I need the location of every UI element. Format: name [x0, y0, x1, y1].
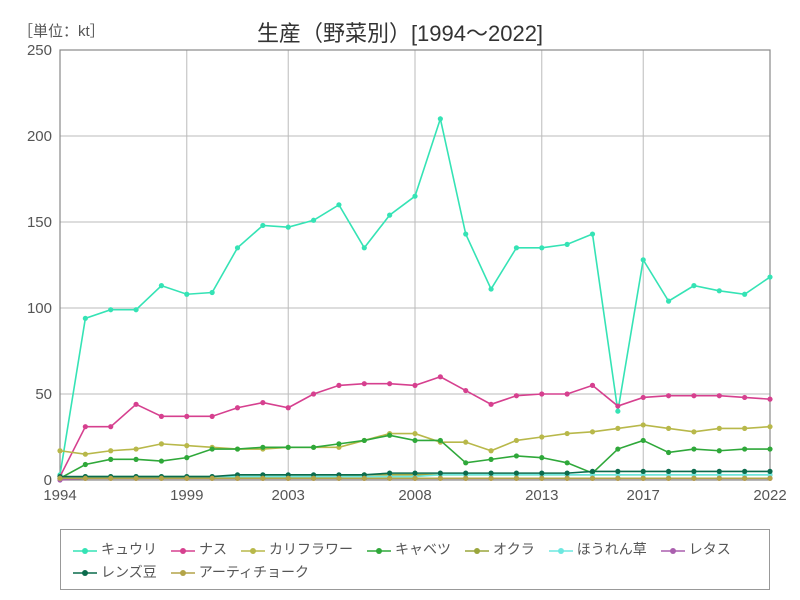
legend-item: カリフラワー	[241, 538, 353, 560]
legend-box: キュウリ ナス カリフラワー キャベツ オクラ ほうれん草 レタスレンズ豆 アーティチョーク	[60, 529, 770, 590]
svg-text:2017: 2017	[627, 487, 660, 504]
legend-label: キャベツ	[395, 541, 451, 557]
legend-swatch-icon	[73, 567, 97, 579]
legend-item: キャベツ	[367, 538, 451, 560]
legend-item: ナス	[171, 538, 227, 560]
legend-swatch-icon	[661, 545, 685, 557]
legend-item: ほうれん草	[549, 538, 647, 560]
legend-swatch-icon	[465, 545, 489, 557]
legend-swatch-icon	[367, 545, 391, 557]
svg-text:2013: 2013	[525, 487, 558, 504]
svg-text:2003: 2003	[272, 487, 305, 504]
legend-label: レンズ豆	[101, 564, 157, 580]
svg-text:100: 100	[27, 300, 52, 317]
legend-item: アーティチョーク	[171, 561, 309, 583]
legend-label: アーティチョーク	[199, 564, 309, 580]
legend-item: レンズ豆	[73, 561, 157, 583]
legend-swatch-icon	[73, 545, 97, 557]
legend-swatch-icon	[549, 545, 573, 557]
legend-label: キュウリ	[101, 541, 157, 557]
plot-svg: 0501001502002501994199920032008201320172…	[0, 0, 800, 540]
legend-label: オクラ	[493, 541, 535, 557]
legend-item: レタス	[661, 538, 731, 560]
svg-text:1994: 1994	[43, 487, 76, 504]
svg-text:2008: 2008	[398, 487, 431, 504]
svg-text:200: 200	[27, 128, 52, 145]
legend-item: オクラ	[465, 538, 535, 560]
svg-text:2022: 2022	[753, 487, 786, 504]
legend-label: レタス	[689, 541, 731, 557]
svg-text:50: 50	[35, 386, 52, 403]
legend-label: ナス	[199, 541, 227, 557]
legend-item: キュウリ	[73, 538, 157, 560]
svg-text:150: 150	[27, 214, 52, 231]
svg-text:1999: 1999	[170, 487, 203, 504]
legend-swatch-icon	[241, 545, 265, 557]
legend-label: ほうれん草	[577, 541, 647, 557]
legend-swatch-icon	[171, 567, 195, 579]
svg-text:250: 250	[27, 42, 52, 59]
chart-container: ［単位：kt］ 生産（野菜別）[1994～2022] 0501001502002…	[0, 0, 800, 600]
legend-swatch-icon	[171, 545, 195, 557]
legend-label: カリフラワー	[269, 541, 353, 557]
